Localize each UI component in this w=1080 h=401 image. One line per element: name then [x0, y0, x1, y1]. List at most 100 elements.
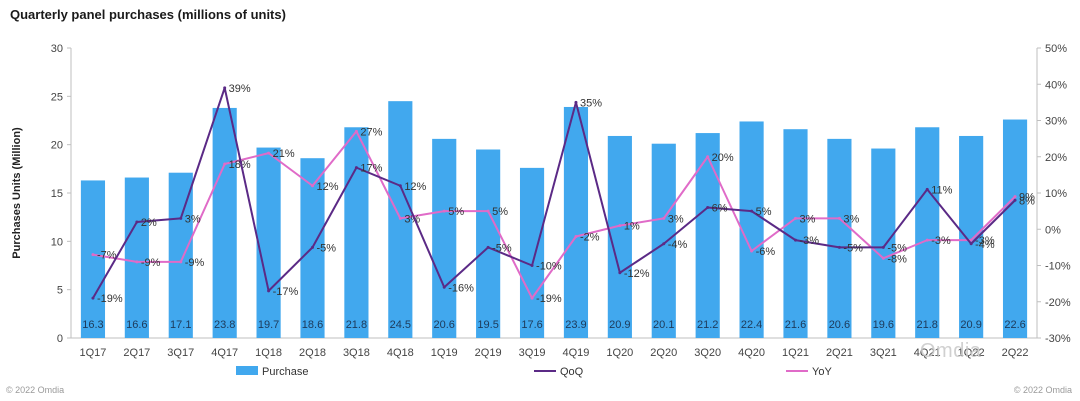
left-axis-tick-label: 25 — [51, 91, 63, 103]
qoq-data-label: 35% — [580, 97, 602, 109]
bar-value-label: 21.8 — [917, 319, 938, 331]
bar — [783, 129, 808, 338]
yoy-point — [881, 256, 885, 260]
right-axis-tick-label: 10% — [1045, 188, 1067, 200]
yoy-point — [486, 209, 490, 213]
qoq-point — [311, 245, 314, 249]
right-axis-tick-label: 0% — [1045, 224, 1061, 236]
bar — [827, 138, 852, 338]
bar — [739, 121, 764, 338]
left-axis-tick-label: 20 — [51, 140, 63, 152]
qoq-point — [223, 86, 227, 90]
bar — [344, 127, 369, 339]
qoq-point — [530, 264, 534, 267]
y-axis-title: Purchases Units (Million) — [11, 127, 23, 259]
yoy-point — [662, 216, 666, 220]
qoq-data-label: -5% — [843, 242, 863, 254]
legend-label-qoq: QoQ — [560, 366, 584, 378]
qoq-data-label: 17% — [360, 163, 382, 175]
yoy-data-label: -19% — [536, 293, 562, 305]
right-axis-tick-label: 20% — [1045, 152, 1067, 164]
right-axis-tick-label: -30% — [1045, 333, 1071, 345]
qoq-point — [750, 209, 754, 213]
yoy-point — [442, 209, 446, 213]
qoq-point — [706, 206, 710, 209]
bar-value-label: 22.4 — [741, 319, 762, 331]
x-axis-tick-label: 3Q18 — [343, 347, 370, 359]
yoy-data-label: -3% — [975, 235, 995, 247]
bar-value-label: 19.7 — [258, 319, 279, 331]
yoy-data-label: -2% — [580, 232, 600, 244]
bar-value-label: 23.9 — [565, 319, 586, 331]
bar-value-label: 17.1 — [170, 319, 191, 331]
left-axis-tick-label: 5 — [57, 285, 63, 297]
qoq-data-label: 11% — [931, 184, 952, 196]
x-axis-tick-label: 2Q17 — [123, 347, 150, 359]
right-axis-tick-label: 30% — [1045, 116, 1067, 128]
bar-value-label: 21.8 — [346, 319, 367, 331]
yoy-data-label: 3% — [843, 213, 859, 225]
x-axis-tick-label: 2Q21 — [826, 347, 853, 359]
bar-value-label: 20.6 — [829, 319, 850, 331]
bar — [563, 106, 589, 338]
x-axis-tick-label: 1Q18 — [255, 347, 282, 359]
x-axis-tick-label: 4Q19 — [562, 347, 589, 359]
right-axis-tick-label: -20% — [1045, 297, 1071, 309]
qoq-data-label: 5% — [756, 206, 772, 218]
qoq-data-label: -3% — [800, 235, 820, 247]
bar-value-label: 19.6 — [873, 319, 894, 331]
qoq-data-label: -4% — [668, 239, 688, 251]
legend-label-yoy: YoY — [812, 366, 832, 378]
yoy-point — [706, 155, 710, 159]
qoq-point — [442, 285, 446, 289]
copyright-right: © 2022 Omdia — [1013, 385, 1072, 395]
bar-value-label: 19.5 — [477, 319, 498, 331]
qoq-data-label: 6% — [712, 203, 728, 215]
bar — [915, 127, 940, 339]
yoy-point — [837, 216, 841, 220]
bar-value-label: 21.2 — [697, 319, 718, 331]
x-axis-tick-label: 4Q18 — [387, 347, 414, 359]
qoq-point — [881, 245, 885, 249]
yoy-point — [794, 216, 797, 220]
qoq-data-label: 8% — [1019, 195, 1035, 207]
yoy-data-label: 20% — [712, 152, 734, 164]
qoq-point — [179, 216, 183, 220]
bar — [256, 147, 281, 338]
qoq-point — [354, 166, 358, 170]
yoy-point — [354, 129, 358, 133]
bar — [432, 138, 457, 338]
yoy-data-label: -6% — [756, 246, 776, 258]
qoq-data-label: 39% — [229, 83, 251, 95]
yoy-point — [311, 184, 314, 188]
x-axis-tick-label: 4Q17 — [211, 347, 238, 359]
bar-value-label: 20.9 — [960, 319, 981, 331]
qoq-data-label: -4% — [975, 239, 995, 251]
yoy-data-label: 9% — [1019, 192, 1035, 204]
x-axis-tick-label: 1Q21 — [782, 347, 809, 359]
yoy-data-label: 5% — [492, 206, 508, 218]
bar — [80, 180, 106, 338]
qoq-point — [267, 289, 271, 293]
yoy-data-label: 3% — [800, 213, 816, 225]
bar-value-label: 16.6 — [126, 319, 147, 331]
yoy-point — [750, 249, 754, 253]
yoy-point — [618, 224, 622, 228]
yoy-point — [530, 296, 534, 300]
yoy-point — [179, 260, 183, 264]
yoy-point — [574, 235, 578, 238]
bar-value-label: 23.8 — [214, 319, 235, 331]
yoy-data-label: -9% — [141, 257, 161, 269]
watermark-logo: Omdia — [920, 340, 982, 362]
x-axis-tick-label: 1Q22 — [958, 347, 985, 359]
bar-value-label: 21.6 — [785, 319, 806, 331]
qoq-data-label: -17% — [273, 286, 299, 298]
yoy-point — [969, 238, 973, 242]
left-axis-tick-label: 0 — [57, 333, 63, 345]
x-axis-tick-label: 3Q21 — [870, 347, 897, 359]
bar-value-label: 16.3 — [82, 319, 103, 331]
qoq-point — [486, 245, 490, 249]
x-axis-tick-label: 1Q20 — [606, 347, 633, 359]
